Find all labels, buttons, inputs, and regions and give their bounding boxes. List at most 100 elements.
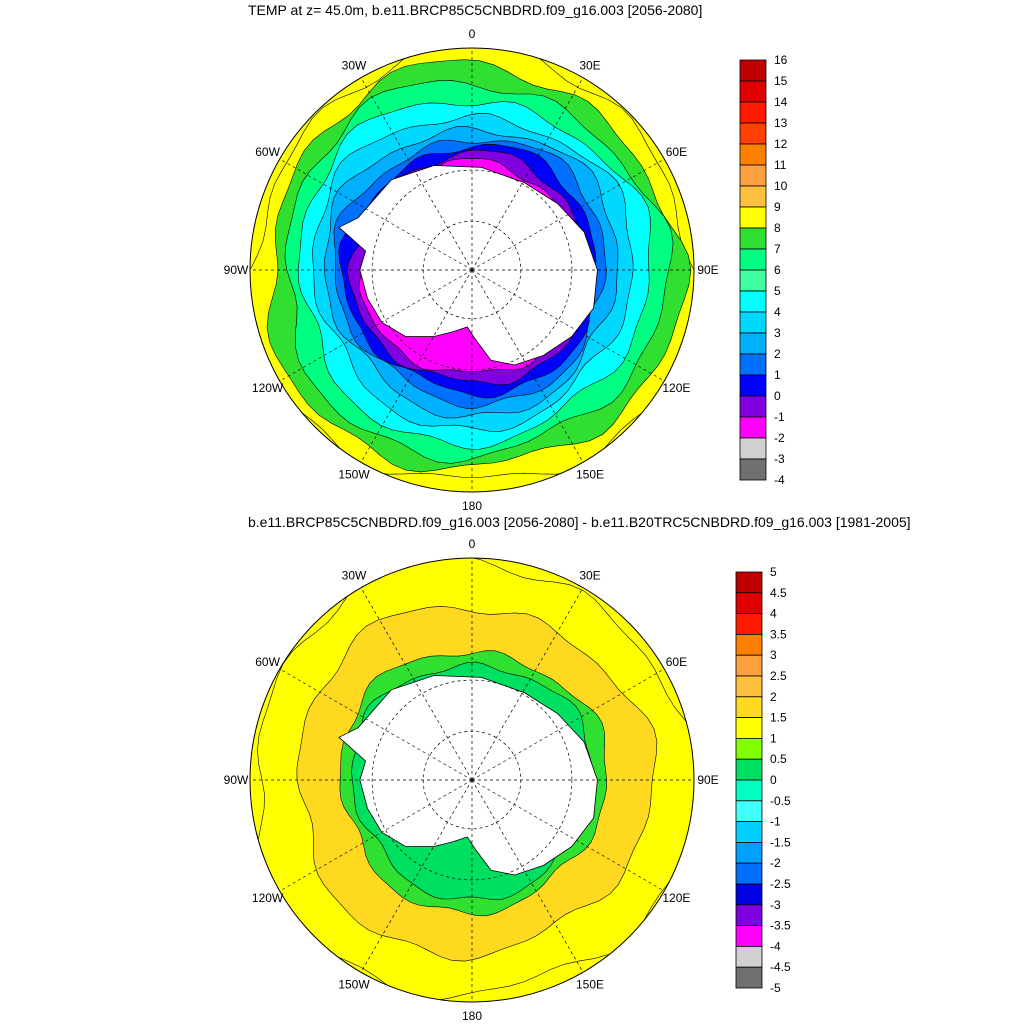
lon-label: 150W [338,467,370,481]
graticule [250,48,694,492]
colorbar-label: -1.5 [770,835,791,849]
lon-label: 90E [697,773,718,787]
colorbar-label: -1 [770,815,781,829]
colorbar-label: 2 [770,690,777,704]
colorbar-swatch [735,883,763,906]
lon-label: 90E [697,263,718,277]
lon-label: 30W [342,59,367,73]
colorbar-label: 6 [774,263,781,277]
colorbar-swatch [739,227,767,250]
colorbar-swatch [735,738,763,760]
colorbar-label: 0 [770,773,777,787]
colorbar-label: 15 [774,74,788,88]
colorbar-label: 3 [774,326,781,340]
colorbar-label: 3.5 [770,627,787,641]
colorbar-swatch [735,821,763,843]
colorbar-label: 16 [774,53,788,67]
lon-label: 60E [666,145,687,159]
colorbar-swatch [735,966,763,989]
colorbar-swatch [735,779,763,802]
colorbar-swatch [735,904,763,926]
lon-label: 30E [579,59,600,73]
colorbar-label: 12 [774,137,788,151]
colorbar-swatch [739,185,767,208]
colorbar-label: 14 [774,95,788,109]
colorbar-label: 1.5 [770,711,787,725]
polar-map-bottom: 0 30E 60E 90E 120E 150E 180 150W 120W 90W 60W 30W [224,537,719,1023]
colorbar-swatch [739,101,767,124]
graticule [250,558,694,1002]
colorbar-swatch [739,122,767,145]
colorbar-label: 13 [774,116,788,130]
colorbar-swatch [739,353,767,376]
colorbar-label: 5 [774,284,781,298]
map-border [249,557,695,1003]
colorbar-swatch [739,311,767,334]
lon-label: 0 [469,27,476,41]
colorbar-label: 1 [774,368,781,382]
lon-label: 60E [666,655,687,669]
colorbar-label: -3 [770,898,781,912]
lon-label: 120W [252,381,284,395]
colorbar-label: -0.5 [770,794,791,808]
colorbar-swatch [735,675,763,698]
colorbar-swatch [735,634,763,656]
plot-title-bottom: b.e11.BRCP85C5CNBDRD.f09_g16.003 [2056-2… [248,514,911,530]
lon-label: 120W [252,891,284,905]
colorbar-label: -2 [774,431,785,445]
colorbar-swatch [735,696,763,718]
colorbar-swatch [739,164,767,187]
colorbar-swatch [739,248,767,271]
colorbar-swatch [739,59,767,82]
colorbar-label: -1 [774,410,785,424]
colorbar-label: -3 [774,452,785,466]
colorbar-swatch [735,946,763,968]
colorbar-swatch [739,395,767,418]
colorbar-label: 0.5 [770,752,787,766]
lon-label: 120E [662,891,690,905]
colorbar-label: 5 [770,565,777,579]
colorbar-label: 9 [774,200,781,214]
antarctica-landmass [338,675,598,876]
colorbar-label: 11 [774,158,787,172]
lon-label: 0 [469,537,476,551]
colorbar-swatch [739,80,767,103]
lon-label: 60W [255,655,280,669]
colorbar-label: 4 [770,607,777,621]
colorbar-label: -5 [770,981,781,995]
colorbar-label: 2.5 [770,669,787,683]
colorbar-label: 7 [774,242,781,256]
colorbar-label: 4.5 [770,586,787,600]
colorbar-swatch [739,416,767,439]
colorbar-swatch [739,269,767,292]
lon-label: 150E [576,467,604,481]
colorbar-label: 3 [770,648,777,662]
colorbar-swatch [735,717,763,739]
lon-label: 90W [224,263,249,277]
lon-label: 60W [255,145,280,159]
lon-label: 150W [338,977,370,991]
colorbar-label: -4 [770,939,781,953]
colorbar-swatch [739,458,767,481]
lon-label: 90W [224,773,249,787]
colorbar-swatch [735,800,763,822]
colorbar-swatch [735,571,763,594]
colorbar-swatch [735,862,763,885]
colorbar-swatch [739,374,767,397]
colorbar-bottom: 5 4.5 4 3.5 3 2.5 2 1.5 1 0.5 0 -0.5 -1 -1.5 -2 -2.5 -3 -… [735,565,791,995]
colorbar-label: 1 [770,731,777,745]
lon-label: 150E [576,977,604,991]
colorbar-label: 2 [774,347,781,361]
colorbar-swatch [739,332,767,355]
antarctica-landmass [338,165,598,366]
colorbar-swatch [735,842,763,864]
colorbar-label: -4 [774,473,785,487]
plot-title-top: TEMP at z= 45.0m, b.e11.BRCP85C5CNBDRD.f… [248,2,703,18]
colorbar-label: -4.5 [770,960,791,974]
lon-label: 30E [579,569,600,583]
colorbar-swatch [735,592,763,614]
colorbar-swatch [739,437,767,460]
lon-label: 180 [462,499,482,513]
colorbar-swatch [735,925,763,947]
